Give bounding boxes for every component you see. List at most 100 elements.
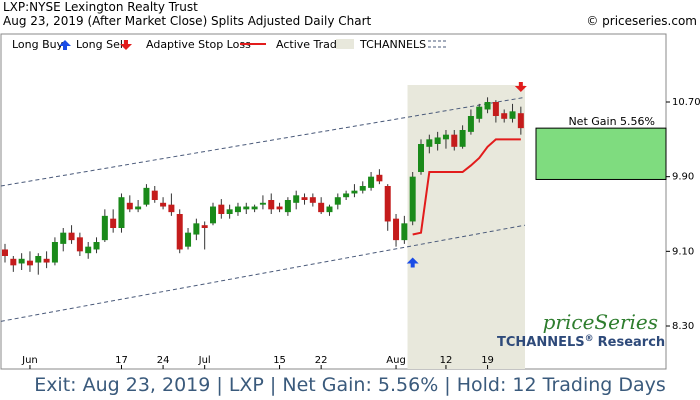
x-tick-label: 22 — [315, 355, 328, 366]
candle-body — [459, 130, 466, 147]
candle-body — [151, 190, 158, 200]
candle-body — [276, 206, 283, 210]
candle-body — [85, 246, 92, 254]
candle-body — [476, 106, 483, 119]
y-tick-label: 10.70 — [672, 97, 700, 108]
x-tick-label: Jun — [21, 355, 38, 366]
candle-body — [210, 206, 216, 224]
net-gain-region — [535, 127, 667, 180]
plot-frame — [0, 33, 667, 370]
candle-body — [442, 134, 449, 140]
candle-body — [509, 111, 516, 119]
x-tick-label: 17 — [115, 355, 128, 366]
stop-loss-polyline — [412, 138, 521, 236]
legend-active-trade: Active Trade — [276, 38, 344, 51]
candle-body — [43, 258, 50, 263]
candle-body — [384, 186, 391, 222]
candle-body — [434, 137, 441, 144]
y-tick-label: 9.10 — [672, 246, 694, 257]
net-gain-box — [535, 127, 667, 180]
candle-body — [10, 258, 17, 266]
candle-body — [301, 197, 308, 200]
x-axis: Jun 17 24 Jul 15 22 Aug 12 19 — [21, 355, 494, 369]
candle-body — [60, 232, 67, 244]
candle-body — [76, 237, 83, 252]
candle-body — [351, 190, 358, 194]
chart-title: LXP:NYSE Lexington Realty Trust — [3, 0, 198, 14]
signals — [406, 82, 527, 268]
candle-body — [293, 195, 300, 203]
candle-body — [51, 242, 58, 263]
tchannels-brand: TCHANNELS® Research — [497, 334, 665, 350]
registered-mark: ® — [585, 334, 594, 344]
candle-body — [343, 193, 350, 198]
candle-body — [110, 218, 117, 228]
buy-arrow-icon — [59, 40, 71, 50]
legend-adaptive-stop: Adaptive Stop Loss — [146, 38, 251, 51]
legend-long-sell: Long Sell — [76, 38, 126, 51]
tchannel-lower-line — [0, 224, 526, 322]
sell-signal-arrow — [514, 82, 527, 92]
candle-body — [467, 116, 474, 132]
candle-body — [251, 206, 258, 210]
active-trade-band — [407, 85, 525, 369]
candle-body — [160, 202, 167, 207]
net-gain-label: Net Gain 5.56% — [568, 115, 655, 128]
research-brand-suffix: Research — [598, 335, 666, 350]
candle-body — [368, 176, 375, 188]
candles — [2, 97, 524, 275]
candle-body — [18, 258, 25, 264]
candle-body — [68, 232, 75, 241]
candle-body — [334, 197, 341, 205]
candle-body — [185, 232, 192, 247]
legend-long-buy: Long Buy — [12, 38, 64, 51]
candle-body — [426, 139, 433, 147]
candle-body — [318, 202, 325, 213]
tchannels — [0, 96, 526, 322]
legend: Long Buy Long Sell Adaptive Stop Loss Ac… — [12, 38, 448, 51]
candle-body — [359, 186, 366, 191]
candle-body — [193, 223, 200, 235]
x-tick-label: 24 — [157, 355, 170, 366]
x-tick-label: Aug — [386, 355, 406, 366]
y-axis: 8.30 9.10 9.90 10.70 — [666, 97, 700, 332]
candle-body — [326, 206, 333, 213]
candle-body — [376, 174, 383, 182]
candle-body — [35, 256, 42, 263]
candle-body — [492, 102, 499, 116]
trade-summary-footer: Exit: Aug 23, 2019 | LXP | Net Gain: 5.5… — [34, 374, 666, 396]
candle-body — [268, 200, 275, 210]
x-tick-label: 12 — [440, 355, 453, 366]
sell-arrow-icon — [120, 40, 132, 50]
candle-body — [484, 102, 491, 110]
tchannel-upper-line — [0, 96, 526, 187]
x-tick-label: 19 — [481, 355, 494, 366]
research-brand-name: TCHANNELS — [497, 335, 585, 350]
y-tick-label: 9.90 — [672, 172, 694, 183]
candle-body — [168, 204, 175, 213]
candle-body — [226, 209, 233, 214]
legend-tchannels: TCHANNELS — [359, 38, 426, 51]
active-trade-swatch — [336, 39, 354, 49]
candle-body — [501, 113, 508, 119]
x-tick-label: 15 — [273, 355, 286, 366]
candle-body — [517, 113, 524, 129]
candle-body — [135, 206, 142, 210]
candle-body — [243, 206, 250, 210]
active-trade-region — [407, 85, 525, 369]
buy-signal-arrow — [406, 257, 419, 268]
candle-body — [176, 214, 183, 250]
candle-body — [143, 187, 150, 205]
candle-body — [451, 134, 458, 147]
candle-body — [409, 176, 416, 222]
y-tick-label: 8.30 — [672, 321, 694, 332]
candle-body — [234, 206, 241, 213]
candle-body — [284, 200, 291, 213]
adaptive-stop-line — [412, 138, 521, 236]
candle-body — [101, 215, 108, 241]
x-tick-label: Jul — [198, 355, 211, 366]
candle-body — [309, 197, 316, 203]
chart-subtitle: Aug 23, 2019 (After Market Close) Splits… — [3, 14, 372, 28]
candle-body — [418, 144, 424, 172]
